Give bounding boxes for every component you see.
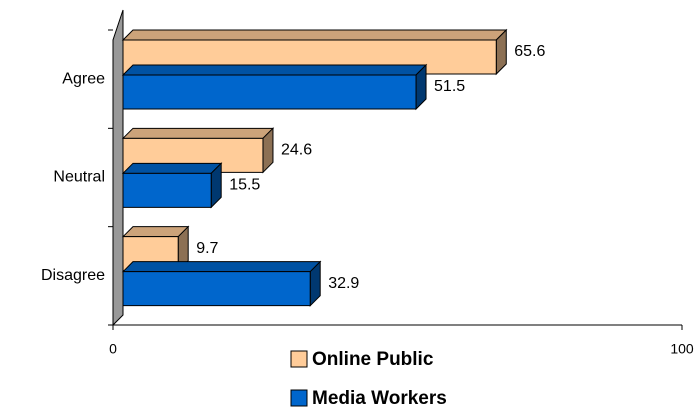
bar-face	[122, 172, 212, 208]
legend-label: Media Workers	[312, 388, 447, 409]
bar-face	[121, 261, 322, 273]
y-tick-label: Agree	[62, 70, 105, 87]
data-label: 24.6	[281, 142, 312, 159]
bar-face	[121, 64, 428, 76]
bar-face	[121, 29, 508, 41]
bar-face	[121, 162, 223, 174]
bar-face	[122, 271, 311, 307]
legend-label: Online Public	[312, 349, 434, 370]
back-wall	[112, 9, 124, 327]
x-tick-label: 0	[109, 341, 117, 357]
bar-face	[122, 74, 417, 110]
bar	[121, 162, 223, 209]
bar-face	[121, 127, 275, 139]
legend-swatch	[290, 350, 308, 368]
bar	[121, 63, 428, 111]
bar	[121, 260, 322, 307]
bar-face	[121, 226, 190, 238]
data-label: 9.7	[196, 240, 218, 257]
x-tick-label: 100	[670, 341, 694, 357]
data-label: 65.6	[514, 43, 545, 60]
y-tick-label: Disagree	[41, 267, 105, 284]
data-label: 32.9	[328, 275, 359, 292]
y-tick-label: Neutral	[53, 169, 105, 186]
data-label: 51.5	[434, 78, 465, 95]
data-label: 15.5	[229, 177, 260, 194]
legend-swatch	[290, 389, 308, 407]
